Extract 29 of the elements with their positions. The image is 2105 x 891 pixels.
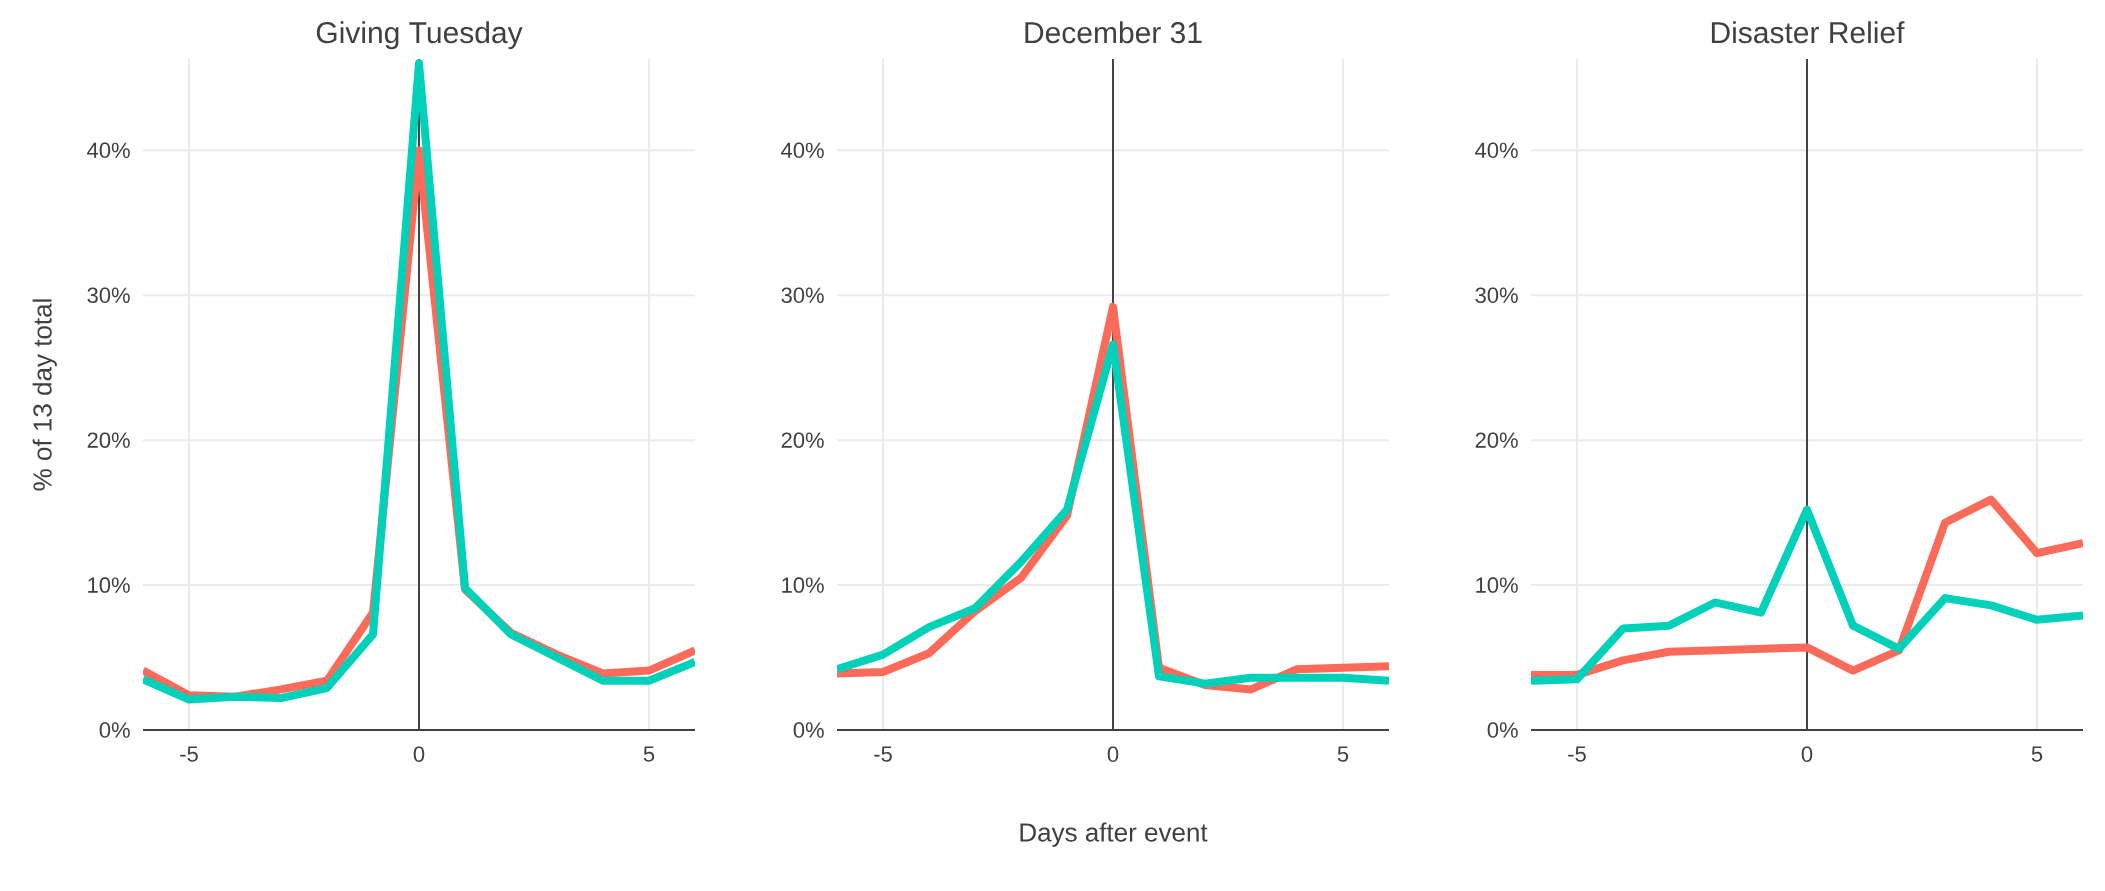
x-tick-label: 0 <box>1801 746 1813 762</box>
y-tick-label: 30% <box>87 287 130 304</box>
x-tick-label: 5 <box>2031 746 2043 762</box>
x-tick-label: -5 <box>874 746 892 762</box>
chart-title: Giving Tuesday <box>316 21 523 50</box>
y-tick-label: 10% <box>1476 577 1518 593</box>
chart-title: Disaster Relief <box>1711 21 1905 44</box>
chart-title: December 31 <box>1025 21 1202 44</box>
x-tick-label: 5 <box>643 746 655 762</box>
y-tick-label: 40% <box>781 142 824 159</box>
y-tick-label: 20% <box>87 432 130 448</box>
y-tick-label: 40% <box>87 142 130 159</box>
x-tick-label: -5 <box>180 746 198 762</box>
y-tick-label: 10% <box>88 577 130 593</box>
y-tick-label: 0% <box>99 722 130 738</box>
y-tick-label: 10% <box>782 577 824 593</box>
y-tick-label: 40% <box>1475 142 1518 159</box>
x-tick-label: 5 <box>1337 746 1349 762</box>
y-tick-label: 30% <box>1475 287 1518 304</box>
y-tick-label: 20% <box>1475 432 1518 448</box>
y-tick-label: 0% <box>793 722 824 738</box>
x-tick-label: -5 <box>1568 746 1586 762</box>
y-axis-title: % of 13 day total <box>32 299 57 491</box>
x-axis-title: Days after event <box>1020 822 1208 847</box>
x-tick-label: 0 <box>1107 746 1119 762</box>
y-tick-label: 20% <box>781 432 824 448</box>
y-tick-label: 30% <box>781 287 824 304</box>
x-tick-label: 0 <box>413 746 425 762</box>
y-tick-label: 0% <box>1487 722 1518 738</box>
